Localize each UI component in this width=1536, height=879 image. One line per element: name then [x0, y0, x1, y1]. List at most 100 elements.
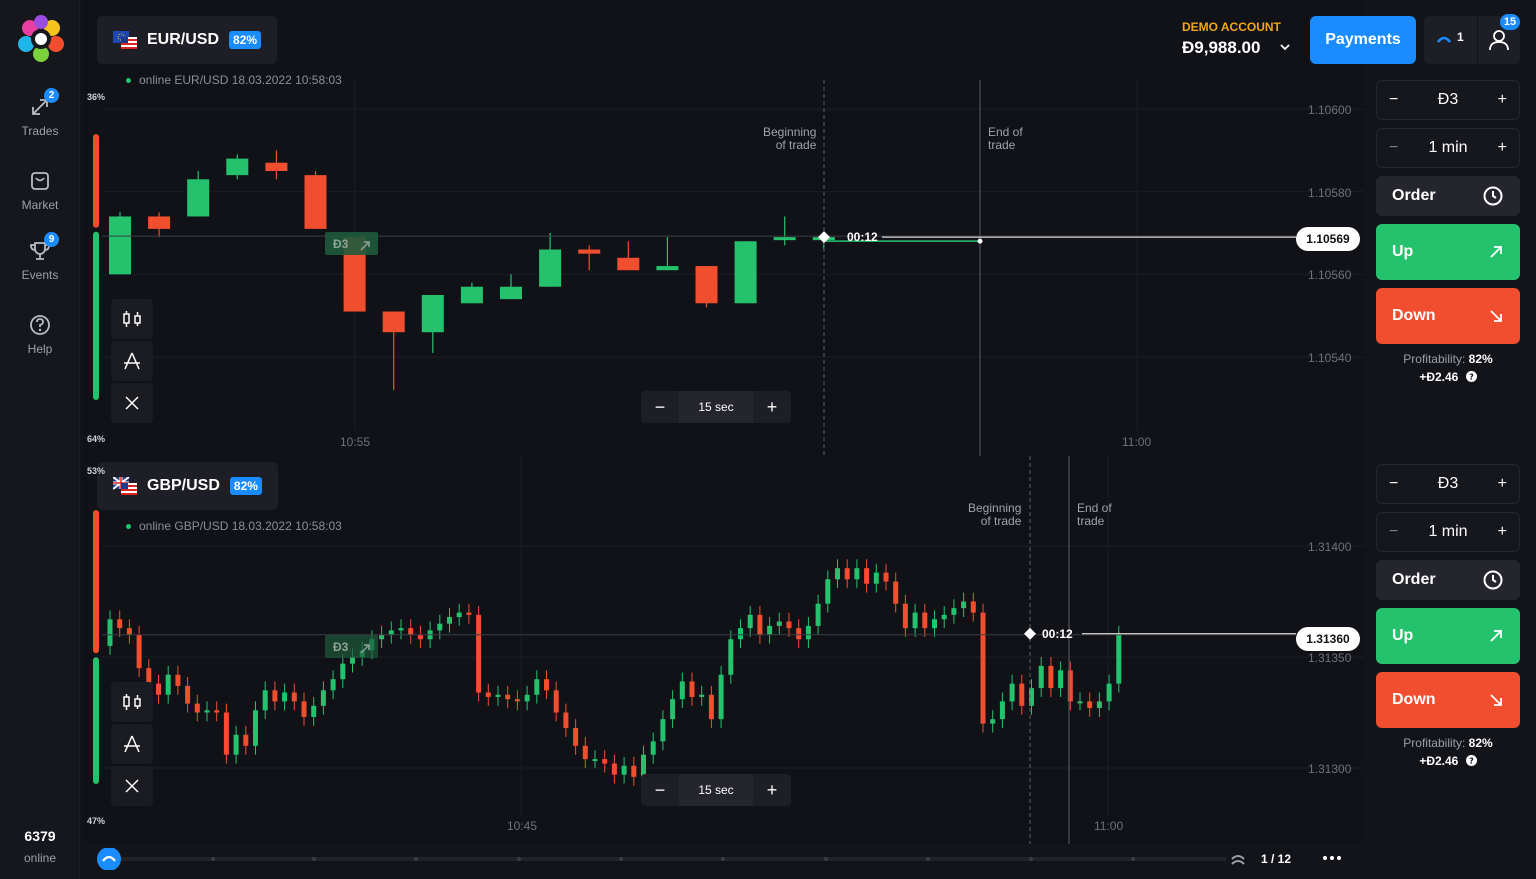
trade-marker-box: [325, 232, 378, 255]
down-button[interactable]: Down: [1376, 288, 1520, 344]
amount-value[interactable]: Đ3: [1437, 91, 1459, 108]
chart-panel-eurusd[interactable]: 00:12 Đ3 EUR/USD 82% online EUR/USD 18.03…: [82, 0, 1364, 456]
timeframe-increase-button[interactable]: +: [766, 779, 778, 800]
account-type-label[interactable]: DEMO ACCOUNT: [1182, 20, 1281, 34]
compass-icon: [124, 735, 140, 753]
candle-body: [148, 216, 171, 229]
close-chart-button[interactable]: [111, 766, 153, 806]
info-icon[interactable]: ?: [1465, 371, 1477, 382]
sidebar-item-help[interactable]: Help: [0, 312, 80, 356]
amount-control: − Đ3 +: [1376, 80, 1520, 120]
trophy-icon: 9: [27, 232, 59, 264]
sentiment-bar-buy: [93, 657, 99, 784]
online-dot-icon: [126, 524, 131, 530]
candle-body: [500, 286, 522, 300]
candle-body: [602, 759, 608, 764]
candle-body: [544, 679, 549, 691]
duration-value[interactable]: 1 min: [1428, 523, 1468, 540]
open-trades-icon[interactable]: [1436, 34, 1452, 46]
current-price-tag: 1.10569: [1296, 227, 1360, 251]
timeframe-decrease-button[interactable]: −: [654, 779, 666, 800]
compass-icon: [124, 352, 140, 370]
down-button[interactable]: Down: [1376, 672, 1520, 728]
drawing-tools-button[interactable]: [111, 724, 153, 764]
user-profile-icon[interactable]: [1487, 28, 1511, 52]
beginning-of-trade-label: Beginning of trade: [968, 501, 1022, 528]
close-chart-button[interactable]: [111, 383, 153, 423]
end-of-trade-label: End of trade: [1077, 501, 1112, 528]
end-marker-dot: [977, 238, 983, 244]
candle-body: [941, 614, 947, 620]
timeframe-value: 15 sec: [679, 774, 753, 806]
more-options-icon[interactable]: [1322, 854, 1342, 862]
order-button[interactable]: Order: [1376, 560, 1520, 600]
candle-body: [999, 701, 1005, 720]
candle-body: [922, 612, 928, 629]
candle-body: [505, 694, 511, 700]
amount-increase-button[interactable]: +: [1497, 475, 1507, 492]
chart-type-button[interactable]: [111, 299, 153, 339]
chart-type-button[interactable]: [111, 682, 153, 722]
duration-increase-button[interactable]: +: [1497, 523, 1507, 540]
duration-increase-button[interactable]: +: [1497, 139, 1507, 156]
candle-body: [340, 663, 346, 680]
candle-body: [466, 612, 472, 615]
duration-decrease-button[interactable]: −: [1389, 139, 1399, 156]
app-logo[interactable]: [16, 14, 66, 64]
chevron-down-icon[interactable]: [1278, 40, 1292, 54]
candlestick-chart[interactable]: 00:12 Đ3: [82, 456, 1364, 844]
svg-text:?: ?: [1469, 757, 1474, 766]
up-button[interactable]: Up: [1376, 224, 1520, 280]
duration-decrease-button[interactable]: −: [1389, 523, 1399, 540]
candle-body: [773, 237, 796, 241]
amount-decrease-button[interactable]: −: [1389, 475, 1399, 492]
events-badge: 9: [44, 232, 59, 247]
trades-history-icon[interactable]: [1230, 852, 1246, 866]
candle-body: [1096, 701, 1102, 709]
candle-body: [253, 710, 258, 746]
sidebar-item-events[interactable]: 9 Events: [0, 232, 80, 282]
amount-value[interactable]: Đ3: [1437, 475, 1459, 492]
candle-body: [417, 634, 423, 640]
amount-increase-button[interactable]: +: [1497, 91, 1507, 108]
candle-body: [767, 625, 773, 635]
candle-body: [695, 266, 718, 304]
online-dot-icon: [126, 78, 131, 84]
candle-body: [382, 311, 405, 333]
payout-line: +Đ2.46 ?: [1376, 370, 1520, 384]
candle-body: [835, 568, 840, 580]
asset-selector-button[interactable]: EUR/USD 82%: [97, 16, 278, 64]
up-button[interactable]: Up: [1376, 608, 1520, 664]
candle-body: [379, 634, 385, 640]
duration-value[interactable]: 1 min: [1428, 139, 1468, 156]
candle-body: [330, 679, 336, 691]
chart-panel-gbpusd[interactable]: 00:12 Đ3 GBP/USD 82% online GBP/USD 18.03…: [82, 456, 1364, 844]
order-label: Order: [1392, 187, 1436, 204]
candle-body: [107, 619, 113, 646]
timeline-scrollbar[interactable]: [96, 848, 1236, 870]
timeframe-increase-button[interactable]: +: [766, 396, 778, 417]
candle-body: [495, 694, 501, 697]
sentiment-bottom-label: 64%: [87, 434, 106, 444]
timeframe-value: 15 sec: [679, 391, 753, 423]
asset-selector-button[interactable]: GBP/USD 82%: [97, 462, 278, 510]
candle-body: [617, 257, 640, 271]
payments-button[interactable]: Payments: [1310, 16, 1416, 64]
candle-body: [408, 628, 414, 635]
drawing-tools-button[interactable]: [111, 341, 153, 381]
candle-body: [421, 295, 444, 333]
sidebar-item-trades[interactable]: 2 Trades: [0, 88, 80, 138]
account-balance[interactable]: Đ9,988.00: [1182, 38, 1261, 57]
sidebar-item-market[interactable]: Market: [0, 168, 80, 212]
order-label: Order: [1392, 571, 1436, 588]
candlestick-chart[interactable]: 00:12 Đ3: [82, 0, 1364, 456]
candle-body: [786, 621, 792, 629]
price-axis-tick: 1.31300: [1308, 762, 1352, 776]
amount-decrease-button[interactable]: −: [1389, 91, 1399, 108]
info-icon[interactable]: ?: [1465, 755, 1477, 766]
timeframe-decrease-button[interactable]: −: [654, 396, 666, 417]
order-button[interactable]: Order: [1376, 176, 1520, 216]
candle-body: [460, 286, 483, 304]
current-price-tag: 1.31360: [1296, 627, 1360, 651]
price-axis-tick: 1.10560: [1308, 268, 1352, 282]
